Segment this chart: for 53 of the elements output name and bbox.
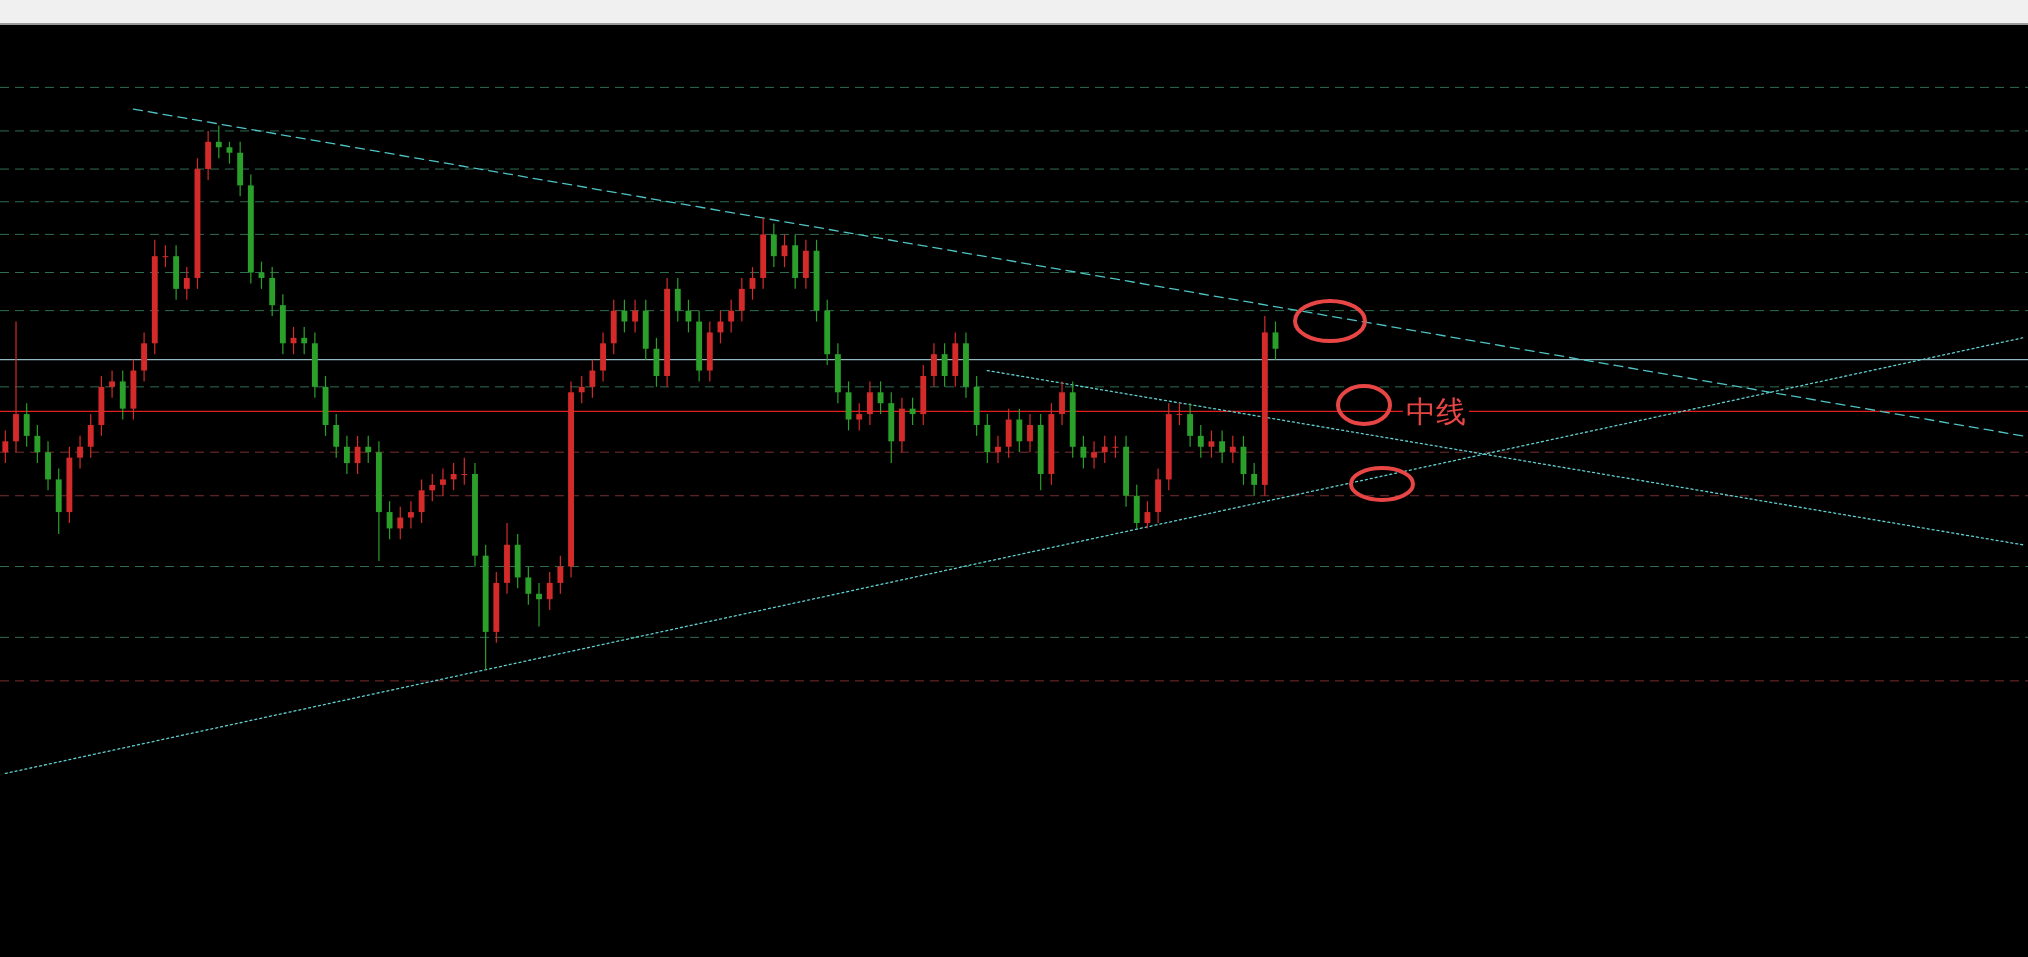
candlestick [909, 397, 916, 426]
candlestick [1027, 413, 1033, 453]
candlestick [23, 402, 30, 448]
candlestick [226, 141, 233, 165]
candlestick [525, 565, 532, 606]
annotation: 中线 [1406, 394, 1466, 430]
candlestick [1219, 429, 1226, 464]
candlestick [440, 467, 446, 497]
candlestick [1208, 429, 1215, 459]
candlestick [354, 435, 361, 475]
candlestick [1187, 402, 1194, 448]
candlestick [931, 342, 937, 388]
candlestick [109, 369, 116, 399]
candlestick [418, 478, 425, 524]
candlestick [941, 342, 948, 388]
candlestick [429, 473, 436, 502]
candlestick [408, 500, 414, 530]
candlestick [301, 326, 308, 355]
candlestick [215, 124, 222, 159]
candlestick [632, 299, 639, 334]
candlestick [1016, 408, 1023, 453]
candlestick [461, 457, 468, 486]
candlestick [995, 435, 1001, 464]
candlestick [1112, 435, 1119, 459]
candlestick [1197, 424, 1204, 459]
candlestick [365, 435, 372, 464]
candlestick [536, 582, 542, 628]
candlestick [1091, 440, 1097, 470]
candlestick [578, 375, 585, 404]
candlestick [333, 413, 340, 459]
candlestick [589, 359, 596, 399]
candlestick [728, 299, 735, 334]
candlestick [1251, 462, 1258, 497]
candlestick [1101, 435, 1108, 464]
candlestick [621, 299, 628, 334]
candlestick [674, 277, 681, 323]
candlestick [397, 506, 404, 540]
candlestick [386, 500, 393, 540]
candlestick [546, 571, 553, 611]
candlestick [34, 424, 41, 464]
candlestick [557, 555, 564, 595]
candlestick [1080, 435, 1087, 470]
candlestick [2, 429, 9, 464]
candlestick [770, 222, 777, 268]
candlestick [738, 277, 745, 323]
candlestick [1144, 500, 1151, 530]
candlestick [1229, 435, 1236, 464]
candlestick [87, 413, 94, 459]
candlestick [77, 435, 83, 470]
candlestick [450, 462, 457, 491]
candlestick [877, 380, 884, 415]
candlestick [183, 266, 190, 301]
candlestick [343, 435, 350, 475]
